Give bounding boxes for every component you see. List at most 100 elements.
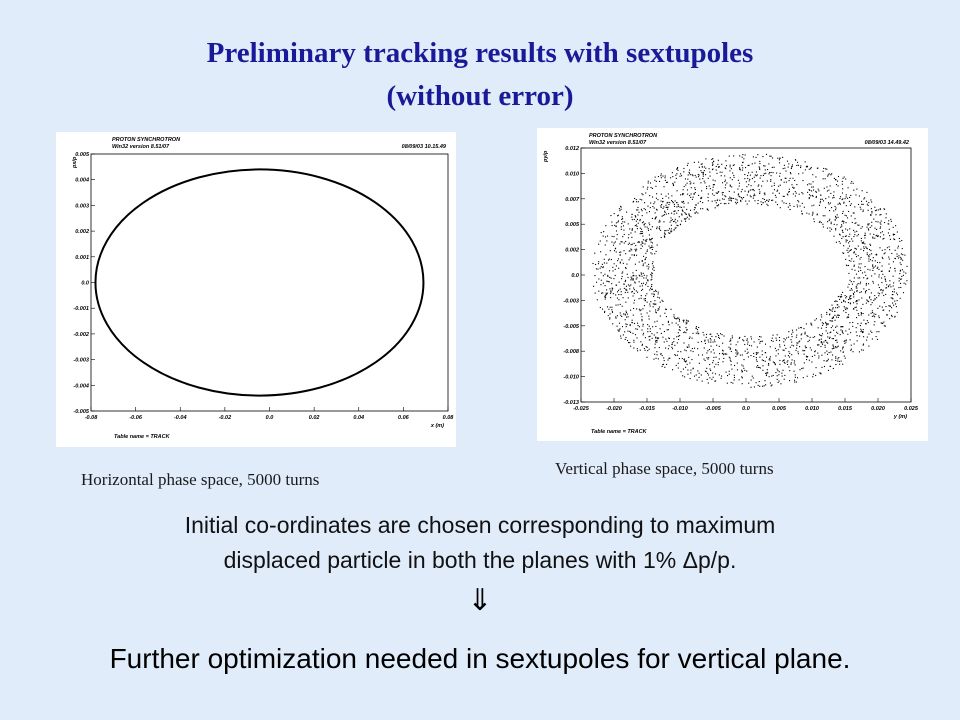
phase-space-point bbox=[776, 375, 778, 377]
phase-space-point bbox=[811, 355, 813, 358]
phase-space-point bbox=[819, 334, 821, 336]
phase-space-point bbox=[691, 359, 693, 361]
phase-space-point bbox=[822, 170, 824, 172]
phase-space-point bbox=[736, 199, 738, 201]
phase-space-point bbox=[627, 330, 629, 332]
phase-space-point bbox=[854, 231, 856, 233]
phase-space-point bbox=[818, 339, 820, 341]
phase-space-point bbox=[800, 326, 802, 329]
phase-space-point bbox=[602, 266, 604, 268]
phase-space-point bbox=[850, 349, 852, 351]
phase-space-point bbox=[681, 213, 683, 215]
phase-space-point bbox=[711, 193, 714, 195]
phase-space-point bbox=[641, 343, 644, 345]
phase-space-point bbox=[688, 169, 691, 171]
phase-space-point bbox=[663, 235, 665, 237]
phase-space-point bbox=[645, 284, 647, 286]
phase-space-point bbox=[723, 203, 725, 205]
phase-space-point bbox=[845, 178, 847, 180]
phase-space-point bbox=[611, 306, 613, 308]
phase-space-point bbox=[870, 304, 872, 306]
phase-space-point bbox=[822, 223, 824, 225]
phase-space-point bbox=[850, 215, 852, 217]
phase-space-point bbox=[787, 194, 789, 196]
phase-space-point bbox=[893, 282, 895, 284]
phase-space-point bbox=[693, 193, 695, 195]
y-axis-label: px/p bbox=[72, 156, 78, 169]
phase-space-point bbox=[641, 215, 643, 217]
phase-space-point bbox=[677, 350, 679, 353]
phase-space-point bbox=[671, 195, 673, 197]
phase-space-point bbox=[791, 344, 793, 346]
phase-space-point bbox=[748, 190, 750, 192]
phase-space-point bbox=[892, 234, 895, 236]
phase-space-point bbox=[648, 234, 650, 236]
phase-space-point bbox=[820, 338, 822, 340]
phase-space-point bbox=[726, 382, 728, 384]
phase-space-point bbox=[629, 342, 631, 344]
phase-space-point bbox=[653, 291, 655, 293]
phase-space-point bbox=[842, 236, 844, 238]
phase-space-point bbox=[871, 338, 873, 340]
phase-space-point bbox=[620, 226, 622, 228]
phase-space-point bbox=[875, 313, 877, 315]
phase-space-point bbox=[753, 341, 755, 343]
phase-space-point bbox=[621, 241, 623, 243]
phase-space-point bbox=[787, 363, 789, 365]
phase-space-point bbox=[785, 347, 787, 349]
phase-space-point bbox=[651, 263, 653, 265]
phase-space-point bbox=[667, 206, 669, 208]
phase-space-point bbox=[821, 354, 823, 356]
phase-space-point bbox=[843, 222, 845, 224]
phase-space-point bbox=[777, 189, 779, 191]
phase-space-point bbox=[659, 221, 661, 223]
phase-space-point bbox=[705, 167, 707, 169]
phase-space-point bbox=[691, 174, 693, 176]
phase-space-point bbox=[888, 228, 890, 230]
phase-space-point bbox=[864, 292, 867, 294]
phase-space-point bbox=[903, 271, 905, 273]
phase-space-point bbox=[731, 335, 733, 337]
phase-space-point bbox=[671, 219, 673, 221]
phase-space-point bbox=[620, 294, 622, 296]
phase-space-point bbox=[842, 220, 844, 222]
x-axis-label: x (m) bbox=[430, 423, 444, 429]
phase-space-point bbox=[704, 359, 706, 362]
phase-space-point bbox=[611, 309, 613, 311]
phase-space-point bbox=[746, 194, 748, 196]
phase-space-point bbox=[741, 164, 743, 166]
phase-space-point bbox=[779, 184, 781, 186]
phase-space-point bbox=[673, 229, 675, 231]
phase-space-point bbox=[779, 344, 781, 346]
phase-space-point bbox=[651, 187, 654, 189]
phase-space-point bbox=[734, 364, 736, 367]
phase-space-point bbox=[664, 230, 666, 232]
phase-space-point bbox=[821, 316, 823, 318]
phase-space-point bbox=[707, 374, 710, 376]
phase-space-point bbox=[680, 371, 682, 373]
phase-space-point bbox=[779, 172, 781, 174]
phase-space-point bbox=[709, 368, 711, 370]
phase-space-point bbox=[630, 279, 632, 281]
phase-space-point bbox=[683, 218, 685, 220]
phase-space-point bbox=[899, 270, 901, 272]
phase-space-point bbox=[822, 215, 824, 217]
phase-space-point bbox=[673, 341, 675, 343]
phase-space-point bbox=[888, 285, 890, 287]
phase-space-point bbox=[771, 166, 773, 168]
phase-space-point bbox=[817, 188, 819, 190]
phase-space-point bbox=[778, 162, 781, 164]
phase-space-point bbox=[695, 326, 697, 328]
phase-space-point bbox=[749, 174, 751, 176]
phase-space-point bbox=[902, 259, 904, 261]
phase-space-point bbox=[763, 165, 765, 167]
phase-space-point bbox=[649, 330, 651, 333]
phase-space-point bbox=[828, 189, 830, 191]
phase-space-point bbox=[677, 204, 679, 206]
phase-space-point bbox=[872, 267, 874, 269]
phase-space-point bbox=[811, 361, 813, 363]
phase-space-point bbox=[834, 335, 836, 337]
phase-space-point bbox=[885, 293, 887, 296]
phase-space-point bbox=[753, 176, 755, 178]
phase-space-point bbox=[636, 277, 638, 279]
